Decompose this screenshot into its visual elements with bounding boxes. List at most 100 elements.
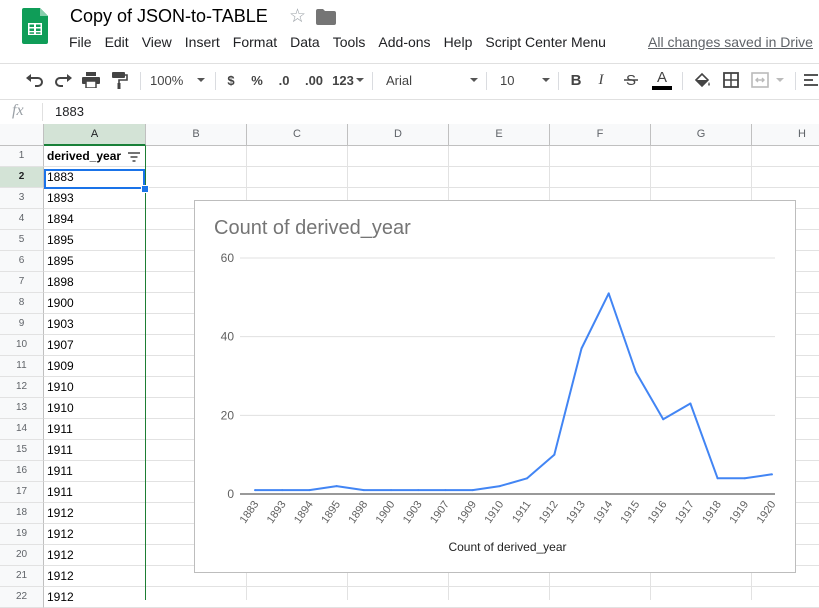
row-header[interactable]: 10 [0, 335, 44, 356]
column-header-c[interactable]: C [247, 124, 348, 146]
column-header-a[interactable]: A [44, 124, 146, 146]
more-formats-button[interactable]: 123 [331, 70, 365, 90]
row-header[interactable]: 4 [0, 209, 44, 230]
redo-icon[interactable] [53, 70, 73, 90]
column-header-e[interactable]: E [449, 124, 550, 146]
row-header[interactable]: 3 [0, 188, 44, 209]
table-cell[interactable]: 1911 [47, 464, 73, 478]
font-size-select[interactable]: 10 [500, 70, 550, 90]
row-header[interactable]: 7 [0, 272, 44, 293]
sheets-logo-icon[interactable] [22, 8, 48, 44]
x-tick-label: 1913 [564, 499, 588, 526]
menu-edit[interactable]: Edit [104, 34, 129, 50]
menu-data[interactable]: Data [290, 34, 320, 50]
table-cell[interactable]: 1910 [47, 401, 74, 415]
row-header[interactable]: 11 [0, 356, 44, 377]
fill-handle[interactable] [141, 185, 149, 193]
table-cell[interactable]: 1895 [47, 233, 74, 247]
filter-icon[interactable] [127, 151, 141, 163]
row-header[interactable]: 20 [0, 545, 44, 566]
row-header[interactable]: 16 [0, 461, 44, 482]
table-cell[interactable]: 1911 [47, 422, 73, 436]
menu-help[interactable]: Help [443, 34, 473, 50]
column-header-g[interactable]: G [651, 124, 752, 146]
cell-header-text: derived_year [47, 149, 122, 163]
menu-view[interactable]: View [141, 34, 172, 50]
x-tick-label: 1915 [619, 499, 643, 526]
table-cell[interactable]: 1909 [47, 359, 74, 373]
row-header[interactable]: 2 [0, 167, 44, 188]
print-icon[interactable] [81, 70, 101, 90]
folder-icon[interactable] [316, 9, 336, 25]
table-cell[interactable]: 1895 [47, 254, 74, 268]
save-status-link[interactable]: All changes saved in Drive [648, 34, 813, 50]
fill-color-icon[interactable] [692, 70, 712, 90]
table-cell[interactable]: 1883 [47, 170, 74, 184]
x-tick-label: 1900 [374, 499, 398, 526]
percent-button[interactable]: % [251, 72, 263, 88]
currency-button[interactable]: $ [227, 72, 235, 88]
font-select[interactable]: Arial [386, 70, 478, 90]
cell-a1[interactable]: derived_year [44, 146, 145, 167]
table-cell[interactable]: 1912 [47, 590, 74, 604]
align-icon[interactable] [804, 70, 818, 90]
table-cell[interactable]: 1903 [47, 317, 74, 331]
table-cell[interactable]: 1911 [47, 443, 73, 457]
table-cell[interactable]: 1893 [47, 191, 74, 205]
select-all-corner[interactable] [0, 124, 44, 146]
table-cell[interactable]: 1912 [47, 506, 74, 520]
menu-tools[interactable]: Tools [332, 34, 366, 50]
document-title[interactable]: Copy of JSON-to-TABLE [70, 6, 268, 26]
x-tick-label: 1916 [646, 499, 670, 526]
strikethrough-icon[interactable]: S [622, 70, 640, 90]
zoom-select[interactable]: 100% [150, 70, 208, 90]
more-formats-label: 123 [332, 72, 354, 88]
italic-button[interactable]: I [598, 71, 604, 88]
freeze-divider[interactable] [145, 146, 146, 600]
row-header[interactable]: 12 [0, 377, 44, 398]
row-header[interactable]: 8 [0, 293, 44, 314]
row-header[interactable]: 15 [0, 440, 44, 461]
column-header-h[interactable]: H [752, 124, 819, 146]
row-header[interactable]: 1 [0, 146, 44, 167]
table-cell[interactable]: 1912 [47, 548, 74, 562]
table-cell[interactable]: 1910 [47, 380, 74, 394]
table-cell[interactable]: 1912 [47, 527, 74, 541]
menu-file[interactable]: File [69, 34, 92, 50]
increase-decimal-button[interactable]: .00 [304, 72, 324, 88]
menu-format[interactable]: Format [232, 34, 278, 50]
decrease-decimal-button[interactable]: .0 [278, 72, 290, 88]
star-icon[interactable]: ☆ [289, 6, 307, 27]
menu-insert[interactable]: Insert [184, 34, 220, 50]
table-cell[interactable]: 1898 [47, 275, 74, 289]
table-cell[interactable]: 1907 [47, 338, 74, 352]
row-header[interactable]: 9 [0, 314, 44, 335]
row-header[interactable]: 19 [0, 524, 44, 545]
row-header[interactable]: 18 [0, 503, 44, 524]
row-header[interactable]: 5 [0, 230, 44, 251]
row-header[interactable]: 13 [0, 398, 44, 419]
merge-cells-icon[interactable] [751, 70, 787, 90]
row-header[interactable]: 14 [0, 419, 44, 440]
borders-icon[interactable] [722, 70, 740, 90]
row-header[interactable]: 6 [0, 251, 44, 272]
column-header-d[interactable]: D [348, 124, 449, 146]
table-cell[interactable]: 1912 [47, 569, 74, 583]
table-cell[interactable]: 1900 [47, 296, 74, 310]
row-header[interactable]: 21 [0, 566, 44, 587]
data-point [743, 477, 746, 480]
table-cell[interactable]: 1894 [47, 212, 74, 226]
column-header-b[interactable]: B [146, 124, 247, 146]
text-color-button[interactable]: A [651, 70, 673, 90]
formula-input[interactable]: 1883 [55, 104, 84, 119]
paint-format-icon[interactable] [110, 70, 130, 90]
row-header[interactable]: 17 [0, 482, 44, 503]
column-header-f[interactable]: F [550, 124, 651, 146]
table-cell[interactable]: 1911 [47, 485, 73, 499]
chart-container[interactable]: Count of derived_year 0 20 40 60 1883 1893 189… [194, 200, 796, 573]
bold-button[interactable]: B [570, 71, 582, 89]
menu-script-center[interactable]: Script Center Menu [485, 34, 606, 50]
undo-icon[interactable] [25, 70, 45, 90]
menu-addons[interactable]: Add-ons [378, 34, 431, 50]
row-header[interactable]: 22 [0, 587, 44, 608]
